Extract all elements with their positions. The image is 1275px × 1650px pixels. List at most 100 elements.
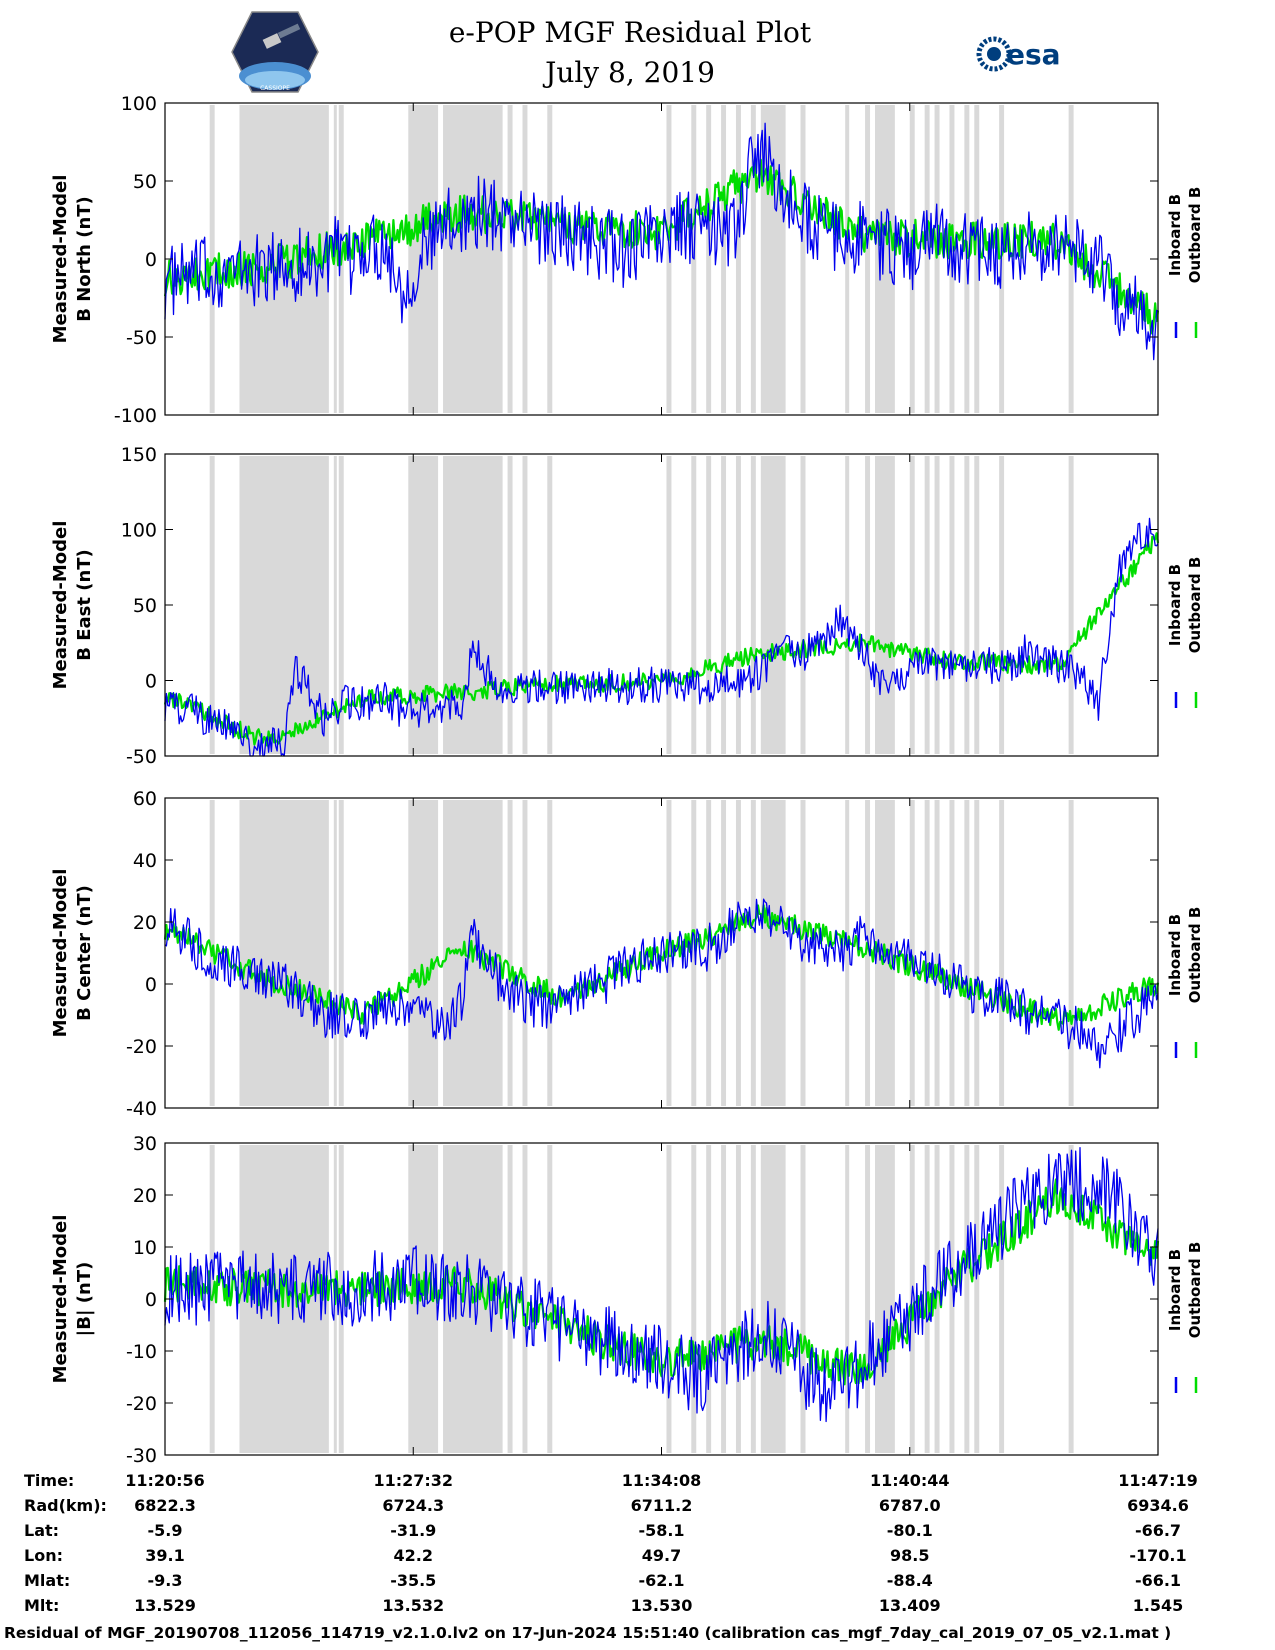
gap-band bbox=[909, 800, 915, 1106]
gap-band bbox=[865, 105, 871, 413]
y-tick-label: 0 bbox=[145, 249, 157, 271]
gap-band bbox=[924, 800, 930, 1106]
y-tick-label: 10 bbox=[133, 1237, 157, 1259]
gap-band bbox=[760, 1145, 786, 1453]
footer-note: Residual of MGF_20190708_112056_114719_v… bbox=[4, 1624, 1172, 1642]
gap-band bbox=[934, 800, 940, 1106]
legend-inboard-label: Inboard B bbox=[1166, 914, 1184, 996]
y-tick-label: 100 bbox=[121, 520, 157, 542]
table-cell: 13.530 bbox=[631, 1596, 693, 1615]
inboard-series-line bbox=[164, 122, 1159, 361]
gap-band bbox=[209, 456, 215, 754]
y-tick-label: -10 bbox=[126, 1341, 157, 1363]
orbit-table: Time: 11:20:56 11:27:32 11:34:08 11:40:44 11:… bbox=[24, 1471, 1198, 1615]
table-cell: -88.4 bbox=[887, 1571, 933, 1590]
cassiope-logo: CASSIOPE bbox=[231, 11, 319, 93]
gap-band bbox=[735, 1145, 741, 1453]
y-tick-label: -30 bbox=[126, 1445, 157, 1467]
inboard-series-line bbox=[164, 1147, 1159, 1423]
y-tick-label: -40 bbox=[126, 1098, 157, 1120]
gap-band bbox=[760, 800, 786, 1106]
table-cell: 6822.3 bbox=[134, 1496, 196, 1515]
gap-band bbox=[1068, 456, 1074, 754]
gap-band bbox=[874, 1145, 895, 1453]
gap-band bbox=[706, 105, 712, 413]
gap-band bbox=[666, 456, 672, 754]
y-tick-label: 100 bbox=[121, 93, 157, 115]
gap-band bbox=[209, 105, 215, 413]
legend-inboard-label: Inboard B bbox=[1166, 1249, 1184, 1331]
gap-band bbox=[964, 1145, 970, 1453]
table-cell: -66.1 bbox=[1135, 1571, 1181, 1590]
gap-band bbox=[800, 456, 806, 754]
esa-logo-text: esa bbox=[1006, 38, 1061, 71]
table-row-label: Mlat: bbox=[24, 1571, 70, 1590]
gap-band bbox=[239, 456, 329, 754]
legend-inboard-label: Inboard B bbox=[1166, 194, 1184, 276]
y-tick-label: 60 bbox=[133, 788, 157, 810]
table-cell: 11:47:19 bbox=[1118, 1471, 1198, 1490]
outboard-series-line bbox=[163, 532, 1160, 747]
table-cell: 49.7 bbox=[642, 1546, 681, 1565]
gap-band bbox=[845, 1145, 850, 1453]
legend-inboard-label: Inboard B bbox=[1166, 564, 1184, 646]
gap-band bbox=[865, 456, 871, 754]
gap-band bbox=[706, 800, 712, 1106]
table-cell: -5.9 bbox=[148, 1521, 183, 1540]
table-cell: -9.3 bbox=[148, 1571, 183, 1590]
table-cell: -66.7 bbox=[1135, 1521, 1181, 1540]
gap-band bbox=[924, 105, 930, 413]
y-tick-label: 20 bbox=[133, 1185, 157, 1207]
gap-band bbox=[760, 456, 786, 754]
gap-band bbox=[522, 105, 528, 413]
gap-band bbox=[865, 1145, 871, 1453]
y-tick-label: 0 bbox=[145, 1289, 157, 1311]
table-cell: 11:27:32 bbox=[373, 1471, 453, 1490]
y-tick-label: -20 bbox=[126, 1393, 157, 1415]
table-cell: 11:40:44 bbox=[870, 1471, 950, 1490]
y-tick-label: -20 bbox=[126, 1036, 157, 1058]
gap-band bbox=[974, 800, 980, 1106]
table-row-label: Mlt: bbox=[24, 1596, 59, 1615]
gap-band bbox=[999, 800, 1005, 1106]
gap-band bbox=[706, 456, 712, 754]
y-tick-label: 50 bbox=[133, 171, 157, 193]
gap-band bbox=[408, 105, 439, 413]
gap-band bbox=[800, 105, 806, 413]
gap-band bbox=[1068, 1145, 1074, 1453]
gap-band bbox=[949, 456, 955, 754]
table-cell: -35.5 bbox=[390, 1571, 436, 1590]
plot-date: July 8, 2019 bbox=[545, 56, 715, 89]
gap-band bbox=[845, 105, 850, 413]
gap-band bbox=[721, 1145, 727, 1453]
gap-band bbox=[691, 800, 697, 1106]
table-cell: 6787.0 bbox=[879, 1496, 941, 1515]
table-cell: -170.1 bbox=[1129, 1546, 1186, 1565]
cassiope-logo-text: CASSIOPE bbox=[260, 85, 290, 92]
gap-band bbox=[949, 1145, 955, 1453]
gap-band bbox=[721, 105, 727, 413]
gap-band bbox=[750, 105, 756, 413]
gap-band bbox=[865, 800, 871, 1106]
table-cell: -62.1 bbox=[638, 1571, 684, 1590]
gap-band bbox=[522, 456, 528, 754]
gap-band bbox=[934, 105, 940, 413]
table-row-label: Rad(km): bbox=[24, 1496, 107, 1515]
gap-band bbox=[750, 800, 756, 1106]
table-cell: -58.1 bbox=[638, 1521, 684, 1540]
gap-band bbox=[999, 456, 1005, 754]
table-cell: 6711.2 bbox=[631, 1496, 693, 1515]
table-cell: 13.529 bbox=[134, 1596, 196, 1615]
panel-3: 60 40 20 0 -20 -40 Measured-Model B Center (nT)… bbox=[50, 788, 1204, 1120]
gap-band bbox=[338, 456, 344, 754]
panel-1: 100 50 0 -50 -100 Measured-Model B North (nT) I… bbox=[50, 93, 1204, 427]
table-cell: 11:34:08 bbox=[622, 1471, 702, 1490]
y-tick-label: 40 bbox=[133, 850, 157, 872]
gap-band bbox=[338, 1145, 344, 1453]
y-axis-label: Measured-Model bbox=[50, 521, 71, 690]
table-cell: 42.2 bbox=[394, 1546, 433, 1565]
gap-band bbox=[974, 1145, 980, 1453]
gap-band bbox=[934, 456, 940, 754]
table-cell: 6934.6 bbox=[1127, 1496, 1189, 1515]
gap-band bbox=[750, 456, 756, 754]
